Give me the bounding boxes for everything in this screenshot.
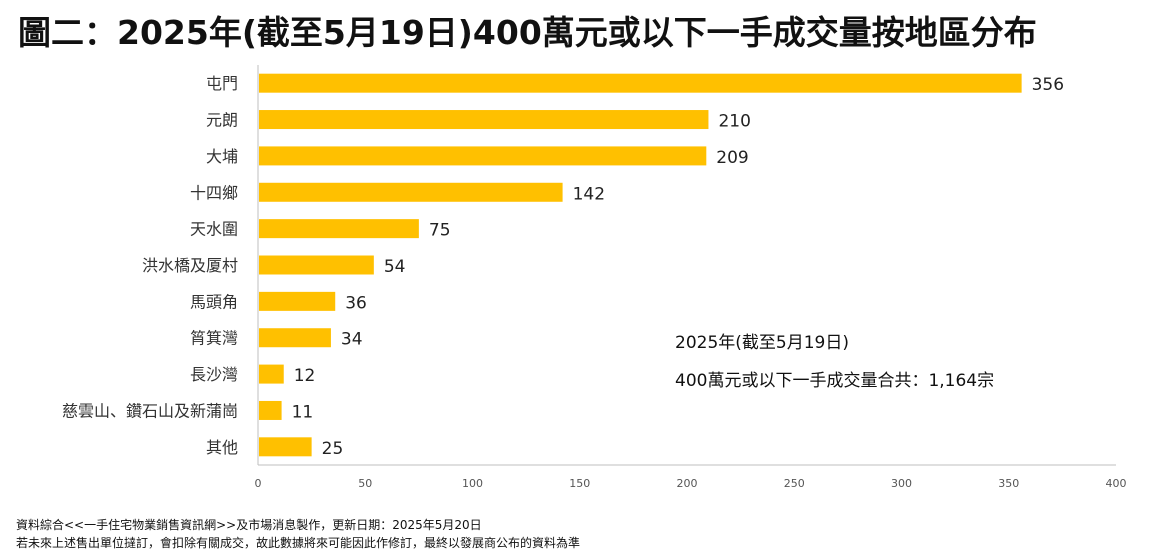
value-label: 25 [322,439,344,459]
value-label: 210 [718,112,750,132]
x-tick-label: 300 [891,477,912,490]
x-tick-label: 350 [998,477,1019,490]
bars-group: 屯門 356 元朗 210 大埔 209 十四鄉 142 天水圍 75 洪水橋及厦村 54 馬頭角 36 筲… [62,73,1064,459]
x-tick-label: 200 [677,477,698,490]
total-annotation-sum: 400萬元或以下一手成交量合共：1,164宗 [675,371,995,391]
value-label: 54 [384,257,406,277]
category-label: 元朗 [206,111,238,130]
bar [259,110,709,130]
category-label: 天水圍 [190,220,238,239]
category-label: 十四鄉 [190,183,238,202]
bar [259,437,312,457]
footer-note: 若未來上述售出單位撻訂，會扣除有關成交，故此數據將來可能因此作修訂，最終以發展商… [16,536,581,550]
x-tick-label: 150 [569,477,590,490]
bar-chart: 屯門 356 元朗 210 大埔 209 十四鄉 142 天水圍 75 洪水橋及厦村 54 馬頭角 36 筲… [62,65,1127,490]
bar [259,182,563,202]
value-label: 142 [573,184,605,204]
category-label: 長沙灣 [190,365,238,384]
value-label: 356 [1032,75,1064,95]
bar [259,73,1022,93]
category-label: 屯門 [206,74,238,93]
x-tick-label: 100 [462,477,483,490]
category-label: 慈雲山、鑽石山及新蒲崗 [62,401,238,420]
category-label: 洪水橋及厦村 [142,256,238,275]
value-label: 34 [341,330,363,350]
x-ticks-group: 0 50 100 150 200 250 300 350 400 [255,477,1127,490]
footer-source: 資料綜合<<一手住宅物業銷售資訊網>>及市場消息製作，更新日期：2025年5月2… [16,518,482,532]
category-label: 其他 [206,438,238,457]
value-label: 209 [716,148,748,168]
bar [259,146,707,166]
chart-title: 圖二：2025年(截至5月19日)400萬元或以下一手成交量按地區分布 [18,13,1037,52]
value-label: 11 [292,402,314,422]
category-label: 大埔 [206,147,238,166]
x-tick-label: 400 [1106,477,1127,490]
bar [259,400,282,420]
x-tick-label: 0 [255,477,262,490]
value-label: 75 [429,221,451,241]
bar [259,255,374,275]
category-label: 筲箕灣 [190,329,238,348]
bar [259,328,331,348]
total-annotation-date: 2025年(截至5月19日) [675,333,849,353]
x-tick-label: 250 [784,477,805,490]
value-label: 12 [294,366,316,386]
value-label: 36 [345,293,367,313]
bar [259,291,336,311]
bar [259,219,419,239]
category-label: 馬頭角 [190,292,238,311]
bar [259,364,284,384]
x-tick-label: 50 [358,477,372,490]
